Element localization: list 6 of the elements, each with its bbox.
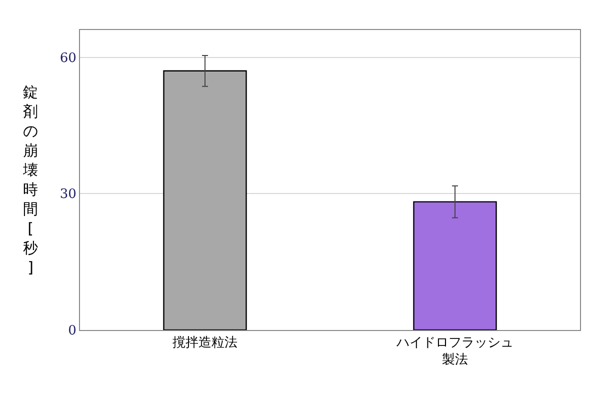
y-tick-label: 0: [68, 324, 76, 339]
x-tick-label: ハイドロフラッシュ製法: [396, 336, 514, 368]
text: 錠剤の崩壊時間[秒]: [23, 83, 38, 276]
x-tick-label: 撹拌造粒法: [172, 336, 238, 351]
y-tick-label: 60: [60, 50, 76, 66]
y-tick-label: 30: [60, 187, 76, 202]
